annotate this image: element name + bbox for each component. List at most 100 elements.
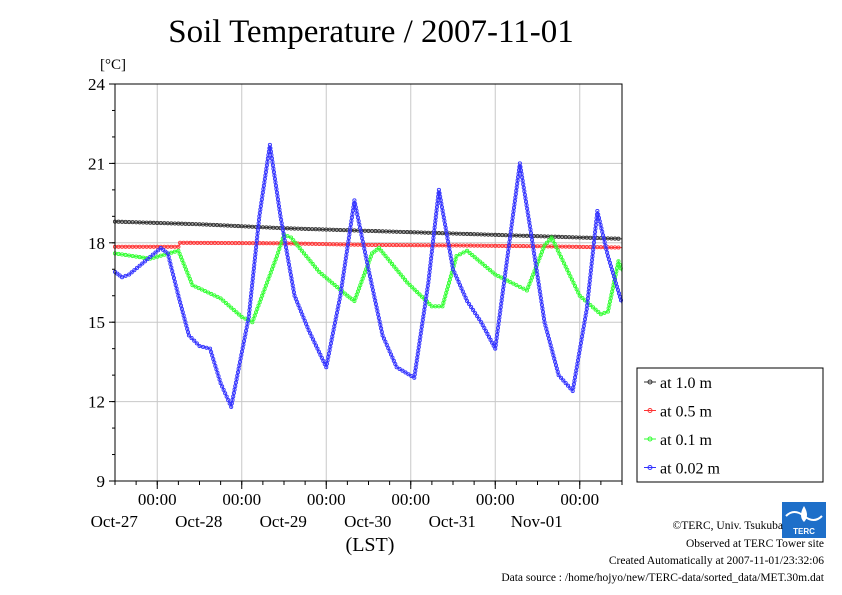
data-point <box>450 267 456 272</box>
data-point <box>216 374 221 379</box>
data-point <box>218 296 223 301</box>
data-point <box>165 251 170 256</box>
data-point <box>461 250 466 255</box>
data-point <box>563 381 568 386</box>
data-point <box>214 367 219 372</box>
y-tick-label: 15 <box>88 313 105 332</box>
data-point <box>168 261 173 267</box>
data-point <box>561 378 566 383</box>
x-tick-time-label: 00:00 <box>391 490 430 509</box>
data-point <box>542 243 547 248</box>
x-tick-time-label: 00:00 <box>476 490 515 509</box>
data-point <box>393 361 398 367</box>
data-point <box>322 362 327 367</box>
data-point <box>488 268 493 273</box>
data-point <box>279 239 284 244</box>
x-tick-time-label: 00:00 <box>560 490 599 509</box>
x-tick-date-label: Oct-28 <box>175 512 222 531</box>
data-point <box>329 280 335 285</box>
data-point <box>616 245 621 250</box>
data-point <box>318 352 323 357</box>
data-point <box>407 282 412 287</box>
data-point <box>142 259 147 264</box>
data-point <box>381 251 386 256</box>
data-point <box>258 296 263 302</box>
data-point <box>171 276 177 281</box>
x-tick-date-label: Oct-31 <box>429 512 476 531</box>
data-point <box>199 287 204 292</box>
data-point <box>607 260 612 265</box>
data-point <box>398 272 403 277</box>
data-point <box>412 287 417 292</box>
data-point <box>309 334 314 339</box>
data-point <box>467 302 472 307</box>
data-point <box>140 261 145 266</box>
data-point <box>385 256 390 261</box>
data-point <box>260 293 265 298</box>
data-point <box>479 320 484 325</box>
data-point <box>463 295 468 300</box>
data-point <box>209 291 214 297</box>
series-at-1-0-m <box>112 219 623 241</box>
data-point <box>212 293 217 298</box>
data-point <box>554 245 559 250</box>
data-point <box>556 373 561 378</box>
data-point <box>299 248 304 253</box>
data-point <box>210 353 215 358</box>
legend-label: at 0.02 m <box>660 461 721 478</box>
data-point <box>470 253 475 258</box>
data-point <box>267 273 272 278</box>
data-point <box>573 283 578 289</box>
data-point <box>417 292 422 297</box>
data-point <box>153 250 158 255</box>
data-point <box>215 294 220 299</box>
data-point <box>261 290 266 295</box>
data-point <box>465 298 470 304</box>
data-point <box>462 292 467 297</box>
data-point <box>514 283 519 288</box>
data-point <box>405 280 410 285</box>
data-point <box>319 355 324 360</box>
data-point <box>167 258 172 263</box>
data-point <box>562 261 567 266</box>
data-point <box>321 358 326 364</box>
data-point <box>394 365 399 370</box>
data-point <box>427 301 432 306</box>
data-point <box>196 286 201 291</box>
data-point <box>129 270 134 275</box>
data-point <box>459 286 464 291</box>
data-point <box>223 391 228 396</box>
data-point <box>508 280 513 285</box>
data-point <box>381 336 387 341</box>
data-point <box>192 338 197 343</box>
data-point <box>475 314 480 319</box>
data-point <box>263 283 268 288</box>
data-point <box>175 290 180 295</box>
data-point <box>266 277 271 282</box>
data-point <box>193 284 198 289</box>
data-point <box>454 253 459 259</box>
data-point <box>551 238 556 243</box>
x-tick-time-label: 00:00 <box>138 490 177 509</box>
legend-label: at 0.1 m <box>660 432 713 449</box>
y-tick-label: 24 <box>88 75 106 94</box>
data-point <box>457 252 463 257</box>
y-axis-unit: [°C] <box>100 57 126 73</box>
data-point <box>488 337 493 342</box>
data-point <box>552 241 557 247</box>
data-point <box>615 288 621 293</box>
data-point <box>271 263 276 269</box>
data-point <box>123 273 128 278</box>
data-point <box>206 290 211 295</box>
data-point <box>580 295 585 301</box>
data-point <box>166 254 171 259</box>
data-point <box>324 276 329 281</box>
legend-swatch-marker <box>647 408 653 413</box>
data-point <box>618 298 624 303</box>
data-point <box>380 333 385 338</box>
data-point <box>477 317 482 322</box>
data-point <box>565 267 570 272</box>
y-tick-label: 12 <box>88 393 105 412</box>
data-point <box>490 270 495 275</box>
